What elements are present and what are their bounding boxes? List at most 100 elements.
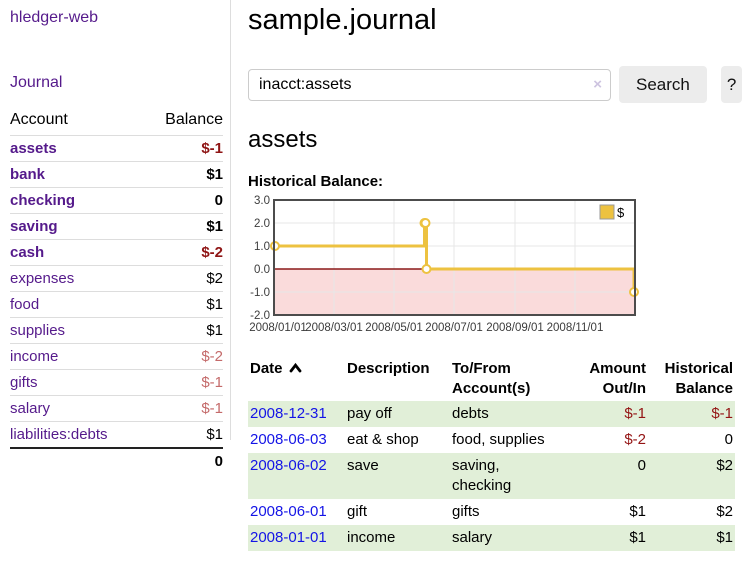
account-link-income[interactable]: income: [10, 348, 59, 365]
chart-title: Historical Balance:: [248, 173, 384, 190]
register-header-accounts[interactable]: To/From Account(s): [452, 360, 531, 397]
transaction-amount: $-2: [624, 431, 646, 448]
svg-text:2008/09/01: 2008/09/01: [486, 322, 544, 334]
transaction-balance: $-1: [711, 405, 733, 422]
register-row: 2008-06-01 gift gifts $1 $2: [248, 499, 735, 525]
account-link-gifts[interactable]: gifts: [10, 374, 38, 391]
transaction-balance: $2: [716, 457, 733, 474]
search-input[interactable]: [248, 68, 611, 101]
account-balance: 0: [143, 187, 223, 214]
transaction-date-link[interactable]: 2008-06-03: [250, 431, 327, 448]
svg-text:2.0: 2.0: [254, 218, 270, 230]
account-row-liabilities-debts: liabilities:debts $1: [10, 421, 223, 448]
register-header-description[interactable]: Description: [347, 360, 430, 377]
transaction-balance: $2: [716, 503, 733, 520]
date-header-label: Date: [250, 360, 283, 377]
account-link-cash[interactable]: cash: [10, 244, 45, 261]
transaction-description: eat & shop: [347, 431, 419, 448]
account-balance: $-1: [143, 135, 223, 162]
historical-balance-chart[interactable]: $ 3.0 2.0 1.0 0.0 -1.0 -2.0 2008/01/01 2…: [248, 195, 648, 340]
legend-swatch: [599, 204, 615, 220]
accounts-header-account: Account: [10, 111, 68, 128]
account-balance: $-1: [143, 369, 223, 396]
accounts-header-balance: Balance: [165, 111, 223, 128]
accounts-total-row: 0: [10, 447, 223, 474]
account-row-saving: saving $1: [10, 213, 223, 240]
y-axis-labels: 3.0 2.0 1.0 0.0 -1.0 -2.0: [250, 195, 270, 322]
account-row-food: food $1: [10, 291, 223, 318]
account-link-salary[interactable]: salary: [10, 400, 51, 417]
transaction-amount: $1: [629, 503, 646, 520]
transaction-date-link[interactable]: 2008-01-01: [250, 529, 327, 546]
app-title-link[interactable]: hledger-web: [10, 9, 99, 26]
account-link-assets[interactable]: assets: [10, 140, 57, 157]
transaction-date-link[interactable]: 2008-06-02: [250, 457, 327, 474]
transaction-accounts: gifts: [452, 503, 480, 520]
main-content: sample.journal × Search ? assets Histori…: [248, 0, 742, 551]
account-balance: $2: [143, 265, 223, 292]
account-row-cash: cash $-2: [10, 239, 223, 266]
account-link-liabilities-debts[interactable]: liabilities:debts: [10, 426, 108, 443]
account-balance: $-2: [143, 343, 223, 370]
accounts-table: Account Balance assets $-1 bank $1 checkin…: [10, 111, 223, 474]
account-link-supplies[interactable]: supplies: [10, 322, 66, 339]
svg-text:0.0: 0.0: [254, 264, 270, 276]
transaction-accounts: food, supplies: [452, 431, 545, 448]
svg-text:-2.0: -2.0: [250, 310, 270, 322]
register-header-date[interactable]: Date: [248, 357, 345, 401]
sidebar: hledger-web Journal Account Balance asse…: [0, 0, 231, 474]
account-balance: $-1: [143, 395, 223, 422]
clear-search-icon[interactable]: ×: [593, 75, 602, 93]
account-link-expenses[interactable]: expenses: [10, 270, 75, 287]
sort-ascending-icon: [289, 362, 301, 373]
account-link-food[interactable]: food: [10, 296, 40, 313]
account-balance: $1: [143, 161, 223, 188]
account-row-checking: checking 0: [10, 187, 223, 214]
svg-text:2008/05/01: 2008/05/01: [365, 322, 423, 334]
transaction-amount: $-1: [624, 405, 646, 422]
svg-text:1.0: 1.0: [254, 241, 270, 253]
svg-text:2008/01/01: 2008/01/01: [249, 322, 307, 334]
svg-text:3.0: 3.0: [254, 195, 270, 207]
search-button[interactable]: Search: [619, 66, 707, 103]
register-row: 2008-01-01 income salary $1 $1: [248, 525, 735, 551]
account-row-assets: assets $-1: [10, 135, 223, 162]
account-heading: assets: [248, 126, 318, 153]
register-header-balance[interactable]: Historical Balance: [664, 360, 733, 397]
gridlines: [275, 201, 634, 314]
accounts-total-value: 0: [143, 447, 223, 474]
transaction-date-link[interactable]: 2008-06-01: [250, 503, 327, 520]
account-link-saving[interactable]: saving: [10, 218, 58, 235]
legend-label: $: [617, 205, 625, 220]
account-balance: $1: [143, 213, 223, 240]
register-header-amount[interactable]: Amount Out/In: [589, 360, 646, 397]
account-balance: $1: [143, 421, 223, 448]
register-row: 2008-12-31 pay off debts $-1 $-1: [248, 401, 735, 427]
transaction-accounts: saving, checking: [452, 457, 512, 494]
transaction-amount: $1: [629, 529, 646, 546]
register-row: 2008-06-03 eat & shop food, supplies $-2…: [248, 427, 735, 453]
svg-text:2008/07/01: 2008/07/01: [425, 322, 483, 334]
transaction-description: save: [347, 457, 379, 474]
account-row-income: income $-2: [10, 343, 223, 370]
register-table: Date Description To/From Account(s) Amou…: [248, 357, 735, 551]
transaction-date-link[interactable]: 2008-12-31: [250, 405, 327, 422]
account-link-checking[interactable]: checking: [10, 192, 76, 209]
account-link-bank[interactable]: bank: [10, 166, 46, 183]
transaction-accounts: debts: [452, 405, 489, 422]
nav-journal-link[interactable]: Journal: [10, 74, 63, 91]
search-form: × Search ?: [248, 66, 742, 103]
search-box: ×: [248, 68, 611, 101]
account-row-expenses: expenses $2: [10, 265, 223, 292]
account-row-supplies: supplies $1: [10, 317, 223, 344]
transaction-description: income: [347, 529, 396, 546]
account-balance: $-2: [143, 239, 223, 266]
register-row: 2008-06-02 save saving, checking 0 $2: [248, 453, 735, 499]
x-axis-labels: 2008/01/01 2008/03/01 2008/05/01 2008/07…: [249, 322, 603, 334]
help-button[interactable]: ?: [720, 66, 742, 103]
account-row-salary: salary $-1: [10, 395, 223, 422]
transaction-description: gift: [347, 503, 368, 520]
transaction-balance: 0: [724, 431, 733, 448]
transaction-accounts: salary: [452, 529, 493, 546]
account-row-gifts: gifts $-1: [10, 369, 223, 396]
